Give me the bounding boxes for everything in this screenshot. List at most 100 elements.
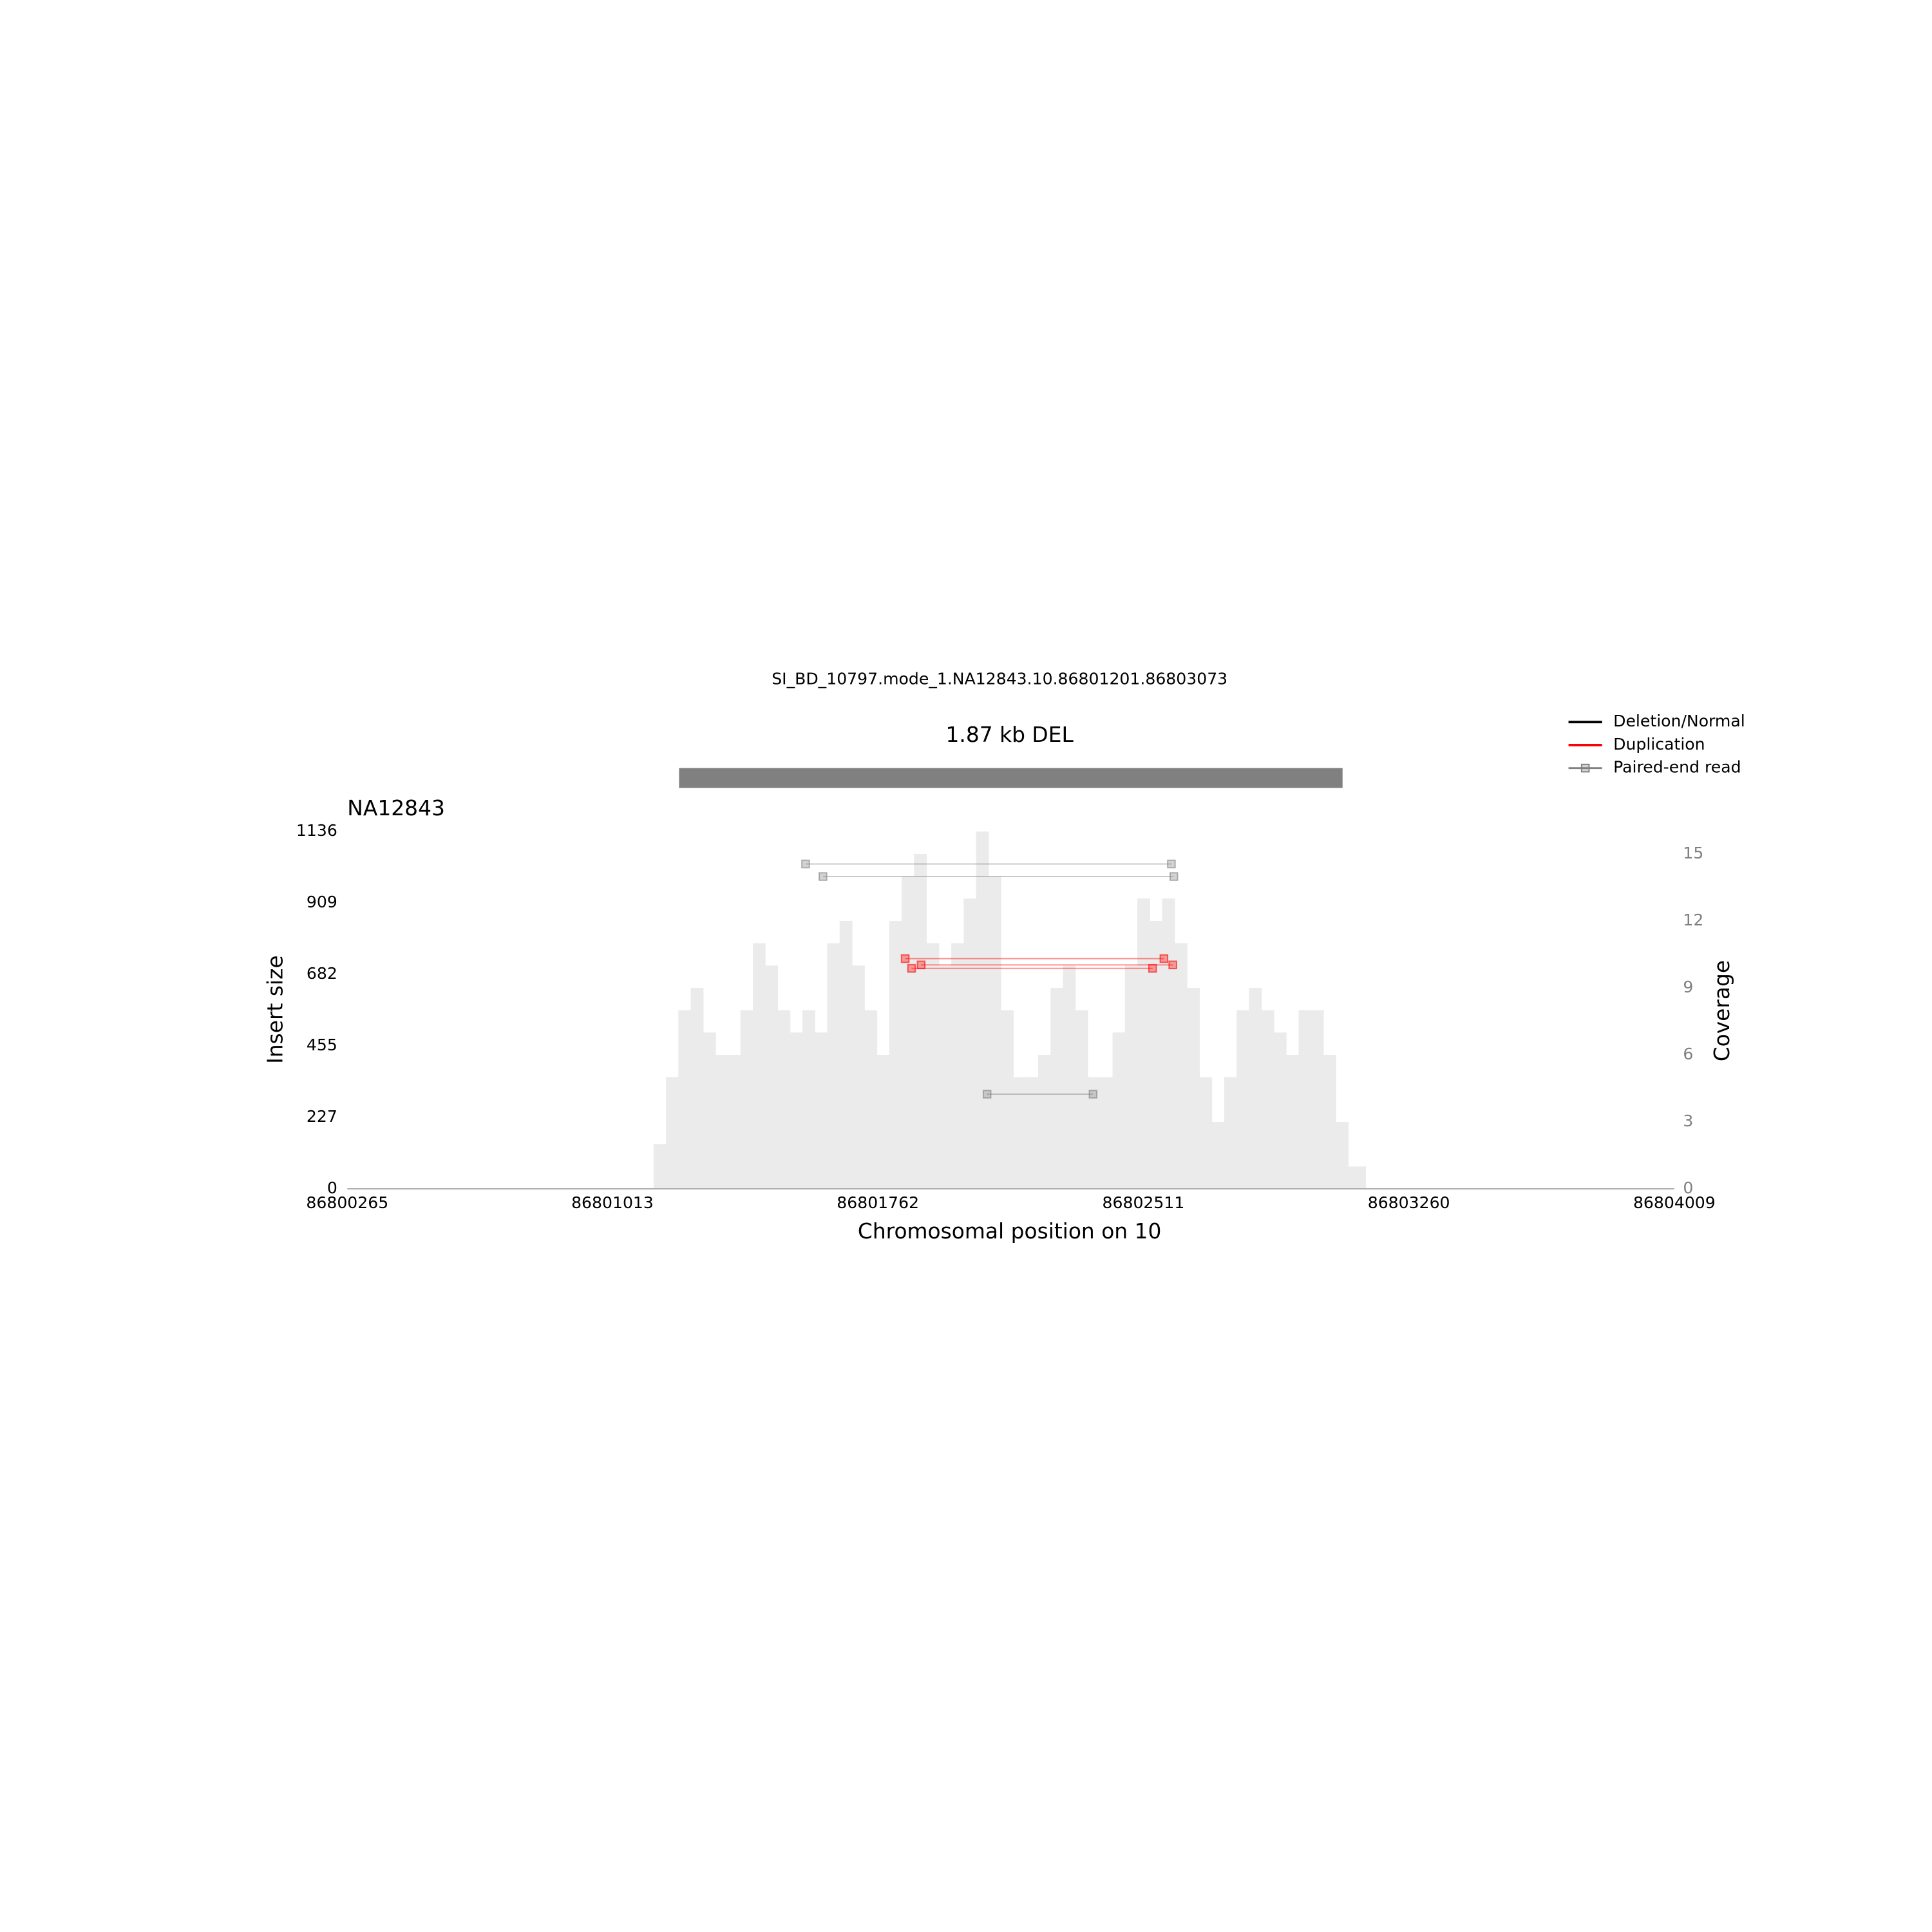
read-end-marker — [916, 960, 926, 970]
chart-title: SI_BD_10797.mode_1.NA12843.10.86801201.8… — [772, 669, 1227, 688]
coverage-bin — [1273, 1032, 1287, 1189]
coverage-bin — [1001, 1010, 1014, 1189]
coverage-bin — [777, 1010, 791, 1189]
coverage-bin — [1211, 1121, 1225, 1189]
coverage-bin — [1348, 1166, 1367, 1189]
coverage-bin — [839, 920, 853, 1189]
y-tick-label: 455 — [307, 1036, 337, 1054]
coverage-bin — [1112, 1032, 1126, 1189]
y2-tick-label: 6 — [1683, 1045, 1693, 1063]
y-tick-label: 0 — [327, 1179, 337, 1197]
coverage-bin — [926, 943, 940, 1189]
y-tick-label: 909 — [307, 893, 337, 911]
coverage-bin — [715, 1054, 728, 1189]
coverage-bin — [1100, 1077, 1113, 1189]
sv-label: 1.87 kb DEL — [945, 722, 1074, 747]
coverage-bin — [852, 965, 865, 1189]
read-end-marker — [801, 859, 810, 869]
coverage-bin — [914, 853, 927, 1189]
y2-tick-label: 12 — [1683, 911, 1703, 929]
coverage-bin — [1286, 1054, 1300, 1189]
y-tick-label: 1136 — [296, 821, 337, 840]
coverage-bin — [1075, 1010, 1088, 1189]
coverage-bin — [790, 1032, 803, 1189]
coverage-bin — [938, 965, 952, 1189]
coverage-bin — [653, 1144, 667, 1189]
coverage-bin — [902, 876, 914, 1189]
coverage-bin — [1150, 920, 1163, 1189]
coverage-bin — [889, 920, 902, 1189]
y2-tick-label: 3 — [1683, 1112, 1693, 1130]
y2-tick-label: 9 — [1683, 978, 1693, 996]
y2-axis-label: Coverage — [1709, 960, 1734, 1061]
read-end-marker — [1159, 954, 1169, 963]
x-tick-label: 86800265 — [306, 1193, 388, 1212]
coverage-bin — [1037, 1054, 1051, 1189]
read-end-marker — [907, 963, 916, 973]
coverage-bin — [1063, 965, 1076, 1189]
coverage-bin — [815, 1032, 828, 1189]
coverage-bin — [1050, 987, 1064, 1189]
read-end-marker — [900, 954, 910, 963]
x-tick-label: 86801013 — [571, 1193, 654, 1212]
coverage-bin — [802, 1010, 815, 1189]
read-end-marker — [1169, 872, 1179, 881]
coverage-bin — [1174, 943, 1188, 1189]
coverage-bin — [1249, 987, 1262, 1189]
coverage-bin — [1025, 1077, 1039, 1189]
coverage-bin — [678, 1010, 692, 1189]
read-end-marker — [1167, 859, 1176, 869]
coverage-bin — [988, 876, 1001, 1189]
y-tick-label: 682 — [307, 964, 337, 983]
x-tick-label: 86803260 — [1368, 1193, 1450, 1212]
coverage-bin — [827, 943, 840, 1189]
read-end-marker — [1088, 1090, 1098, 1099]
coverage-bin — [1162, 898, 1175, 1189]
coverage-bin — [1137, 898, 1150, 1189]
legend-label: Deletion/Normal — [1613, 712, 1745, 730]
y2-tick-label: 15 — [1683, 844, 1703, 862]
y2-tick-label: 0 — [1683, 1179, 1693, 1197]
coverage-bin — [1088, 1077, 1101, 1189]
coverage-bin — [1236, 1010, 1250, 1189]
coverage-bin — [963, 898, 977, 1189]
x-tick-label: 86802511 — [1103, 1193, 1185, 1212]
coverage-bin — [1199, 1077, 1213, 1189]
x-axis-label: Chromosomal position on 10 — [858, 1218, 1162, 1244]
sample-name: NA12843 — [347, 795, 445, 820]
coverage-bin — [703, 1032, 716, 1189]
coverage-bin — [1298, 1010, 1312, 1189]
coverage-bin — [690, 987, 704, 1189]
coverage-bin — [876, 1054, 890, 1189]
coverage-bin — [864, 1010, 878, 1189]
read-end-marker — [1168, 960, 1177, 970]
coverage-bin — [765, 965, 779, 1189]
coverage-bin — [1224, 1077, 1237, 1189]
coverage-bin — [1187, 987, 1200, 1189]
x-tick-label: 86801762 — [837, 1193, 919, 1212]
read-end-marker — [1148, 963, 1157, 973]
coverage-bin — [976, 831, 989, 1189]
coverage-bin — [1124, 965, 1138, 1189]
legend-label: Duplication — [1613, 735, 1705, 753]
x-tick-label: 86804009 — [1633, 1193, 1716, 1212]
y-axis-label: Insert size — [263, 955, 288, 1063]
coverage-bin — [1261, 1010, 1274, 1189]
coverage-bin — [1013, 1077, 1027, 1189]
coverage-bin — [752, 943, 766, 1189]
legend-marker — [1580, 763, 1590, 773]
legend-label: Paired-end read — [1613, 758, 1741, 777]
coverage-bin — [740, 1010, 753, 1189]
coverage-bin — [1336, 1121, 1349, 1189]
coverage-bin — [1311, 1010, 1324, 1189]
coverage-bin — [728, 1054, 741, 1189]
read-end-marker — [819, 872, 828, 881]
read-end-marker — [982, 1090, 992, 1099]
coverage-bin — [1323, 1054, 1336, 1189]
sv-bar — [679, 768, 1343, 788]
coverage-bin — [666, 1077, 679, 1189]
y-tick-label: 227 — [307, 1107, 337, 1126]
coverage-bin — [951, 943, 964, 1189]
